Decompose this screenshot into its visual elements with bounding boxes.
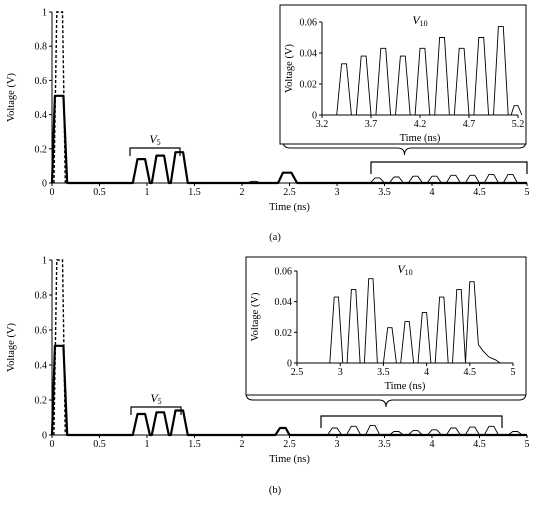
- inset-x-tick-label: 4: [424, 367, 429, 378]
- inset-x-axis-title: Time (ns): [400, 133, 441, 144]
- main-x-tick-label: 4: [430, 187, 435, 198]
- inset-x-tick-label: 4.7: [463, 119, 476, 130]
- main-y-tick-label: 0: [42, 179, 47, 190]
- main-x-tick-label: 2.5: [283, 439, 296, 450]
- inset-series-line: [297, 278, 501, 364]
- panel-b: 0 0.5 1 1.5 2 2.5 3 3.5 4 4.5 5 0 0.2 0.4 0.6 0.8 1 Time …: [6, 256, 530, 497]
- v10-region-bracket: [320, 415, 503, 428]
- inset-x-tick-label: 3: [338, 367, 343, 378]
- main-x-tick-label: 3.5: [378, 187, 391, 198]
- inset-y-tick-label: 0.06: [300, 18, 318, 29]
- inset-y-tick-label: 0.04: [300, 49, 318, 60]
- main-y-tick-label: 0: [42, 431, 47, 442]
- v5-label: V5: [150, 391, 161, 406]
- inset-x-tick-label: 4.2: [414, 119, 427, 130]
- main-x-tick-label: 1: [145, 187, 150, 198]
- main-x-tick-label: 2: [240, 439, 245, 450]
- main-x-tick-label: 4.5: [473, 439, 486, 450]
- inset-y-tick-label: 0.02: [275, 328, 293, 339]
- main-x-tick-label: 5: [525, 187, 530, 198]
- inset-x-tick-label: 2.5: [291, 367, 304, 378]
- inset-frame: [245, 256, 527, 396]
- main-y-tick-label: 0.6: [35, 76, 48, 87]
- inset-curly-brace: [282, 140, 527, 156]
- inset-y-axis-title: Voltage (V): [250, 292, 261, 342]
- main-y-tick-label: 0.4: [35, 361, 48, 372]
- y-axis-title: Voltage (V): [6, 322, 17, 372]
- inset-series-line: [322, 26, 523, 116]
- inset-y-tick-label: 0.06: [275, 267, 293, 278]
- series-line-solid-bold: [50, 94, 527, 185]
- series-line-solid-thin: [327, 424, 523, 436]
- main-y-tick-label: 0.2: [35, 396, 48, 407]
- inset-x-tick-label: 3.7: [365, 119, 378, 130]
- v5-bracket: [129, 147, 181, 156]
- main-x-tick-label: 4: [430, 439, 435, 450]
- inset-y-axis-title: Voltage (V): [284, 43, 295, 93]
- inset-x-tick-label: 4.5: [464, 367, 477, 378]
- main-y-tick-label: 1: [42, 8, 47, 19]
- inset-y-tick-label: 0.04: [275, 297, 293, 308]
- main-y-tick-label: 1: [42, 256, 47, 267]
- main-x-tick-label: 1.5: [188, 439, 201, 450]
- panel-label: (b): [269, 485, 282, 496]
- main-x-tick-label: 2: [240, 187, 245, 198]
- main-x-tick-label: 0.5: [93, 187, 106, 198]
- inset-y-tick-label: 0: [312, 111, 317, 122]
- x-axis-title: Time (ns): [269, 202, 310, 213]
- main-x-tick-label: 1.5: [188, 187, 201, 198]
- main-x-tick-label: 5: [525, 439, 530, 450]
- main-y-tick-label: 0.2: [35, 144, 48, 155]
- v5-label: V5: [149, 132, 160, 147]
- main-x-tick-label: 0.5: [93, 439, 106, 450]
- main-x-tick-label: 0: [50, 187, 55, 198]
- main-x-tick-label: 3.5: [378, 439, 391, 450]
- main-y-tick-label: 0.8: [35, 42, 48, 53]
- x-axis-title: Time (ns): [269, 454, 310, 465]
- v10-region-bracket: [370, 161, 528, 174]
- main-x-tick-label: 0: [50, 439, 55, 450]
- inset-x-axis-title: Time (ns): [385, 381, 426, 392]
- inset-y-tick-label: 0.02: [300, 80, 318, 91]
- inset-curly-brace: [245, 392, 527, 408]
- main-x-tick-label: 1: [145, 439, 150, 450]
- inset-x-tick-label: 5: [511, 367, 516, 378]
- panel-a: 0 0.5 1 1.5 2 2.5 3 3.5 4 4.5 5 0 0.2 0.4 0.6 0.8 1 Time …: [6, 4, 530, 243]
- series-line-solid-thin: [246, 173, 518, 184]
- inset-frame: [279, 4, 527, 145]
- y-axis-title: Voltage (V): [6, 72, 17, 122]
- main-y-tick-label: 0.4: [35, 110, 48, 121]
- main-x-tick-label: 4.5: [473, 187, 486, 198]
- inset-x-tick-label: 3.2: [316, 119, 329, 130]
- panel-label: (a): [269, 232, 281, 243]
- main-x-tick-label: 3: [335, 187, 340, 198]
- inset-y-tick-label: 0: [287, 359, 292, 370]
- inset-x-tick-label: 5.2: [512, 119, 525, 130]
- main-y-tick-label: 0.6: [35, 326, 48, 337]
- inset-x-tick-label: 3.5: [377, 367, 390, 378]
- main-x-tick-label: 2.5: [283, 187, 296, 198]
- main-y-tick-label: 0.8: [35, 291, 48, 302]
- main-x-tick-label: 3: [335, 439, 340, 450]
- v5-bracket: [130, 406, 182, 415]
- series-line-solid-bold: [50, 344, 527, 437]
